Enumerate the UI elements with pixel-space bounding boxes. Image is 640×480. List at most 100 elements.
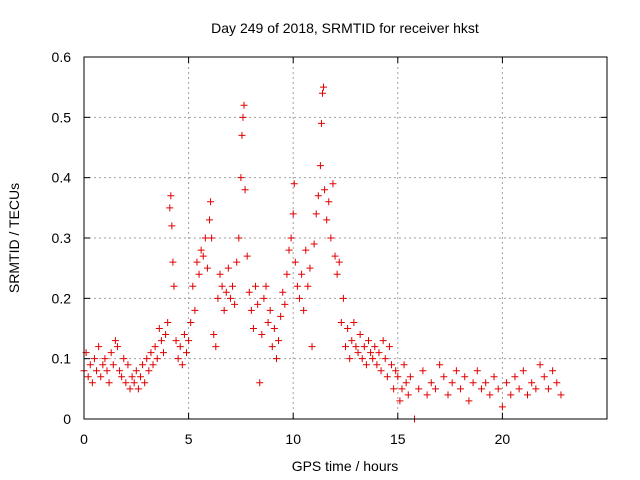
data-point — [258, 331, 266, 339]
data-point — [317, 119, 325, 127]
data-point — [275, 337, 283, 345]
data-points — [80, 83, 565, 423]
data-point — [193, 258, 201, 266]
data-point — [461, 373, 469, 381]
data-point — [346, 355, 354, 363]
data-point — [268, 343, 276, 351]
x-tick-label: 15 — [390, 431, 406, 447]
data-point — [187, 318, 195, 326]
data-point — [469, 379, 477, 387]
data-point — [155, 325, 163, 332]
data-point — [107, 349, 115, 357]
data-point — [270, 325, 278, 332]
chart-title: Day 249 of 2018, SRMTID for receiver hks… — [211, 20, 479, 36]
data-point — [367, 349, 375, 357]
data-point — [308, 343, 316, 351]
data-point — [329, 180, 337, 188]
data-point — [132, 367, 140, 375]
data-point — [206, 216, 214, 224]
data-point — [256, 379, 264, 387]
data-point — [249, 325, 257, 332]
data-point — [385, 343, 393, 351]
y-tick-label: 0.2 — [52, 290, 72, 306]
data-point — [143, 355, 151, 363]
data-point — [130, 379, 138, 387]
data-point — [381, 355, 389, 363]
data-point — [157, 337, 165, 345]
data-point — [126, 385, 134, 393]
data-point — [283, 270, 291, 278]
data-point — [524, 391, 532, 399]
data-point — [93, 367, 101, 375]
x-tick-label: 10 — [285, 431, 301, 447]
data-point — [210, 331, 218, 339]
data-point — [557, 391, 565, 399]
data-point — [159, 349, 167, 357]
data-point — [185, 337, 193, 345]
data-point — [316, 162, 324, 170]
data-point — [354, 349, 362, 357]
data-point — [239, 113, 247, 121]
data-point — [300, 306, 308, 314]
y-tick-label: 0.1 — [52, 351, 72, 367]
grid — [84, 57, 607, 419]
data-point — [168, 222, 176, 230]
data-point — [549, 367, 557, 375]
data-point — [238, 131, 246, 139]
data-point — [136, 373, 144, 381]
data-point — [167, 192, 175, 200]
data-point — [519, 367, 527, 375]
data-point — [216, 270, 224, 278]
data-point — [233, 258, 241, 266]
data-point — [279, 288, 287, 296]
data-point — [302, 246, 310, 254]
data-point — [321, 186, 329, 194]
data-point — [174, 355, 182, 363]
data-point — [365, 337, 373, 345]
data-point — [371, 343, 379, 351]
data-point — [105, 379, 113, 387]
y-tick-label: 0 — [63, 411, 71, 427]
data-point — [195, 270, 203, 278]
data-point — [287, 234, 295, 242]
data-point — [285, 246, 293, 254]
data-point — [540, 373, 548, 381]
data-point — [124, 361, 132, 369]
data-point — [134, 385, 142, 393]
data-point — [306, 264, 314, 272]
data-point — [419, 367, 427, 375]
data-point — [511, 373, 519, 381]
data-point — [226, 294, 234, 302]
data-point — [335, 258, 343, 266]
x-tick-label: 20 — [495, 431, 511, 447]
data-point — [498, 403, 506, 411]
data-point — [427, 379, 435, 387]
data-point — [118, 373, 126, 381]
data-point — [122, 379, 130, 387]
axis-ticks: 0 5 10 15 20 0 0.1 0.2 0.3 0.4 0.5 0.6 — [52, 49, 607, 447]
data-point — [298, 270, 306, 278]
data-point — [290, 180, 298, 188]
plot-frame — [83, 56, 608, 420]
data-point — [262, 282, 270, 290]
data-point — [494, 385, 502, 393]
data-point — [289, 210, 297, 218]
data-point — [254, 300, 262, 308]
data-point — [166, 204, 174, 212]
data-point — [224, 264, 232, 272]
data-point — [396, 397, 404, 405]
data-point — [147, 349, 155, 357]
data-point — [320, 83, 328, 91]
data-point — [237, 174, 245, 182]
data-point — [369, 355, 377, 363]
data-point — [304, 282, 312, 290]
data-point — [507, 391, 515, 399]
data-point — [404, 391, 412, 399]
data-point — [101, 355, 109, 363]
data-point — [97, 373, 105, 381]
data-point — [323, 216, 331, 224]
data-point — [189, 282, 197, 290]
data-point — [252, 282, 260, 290]
data-point — [172, 337, 180, 345]
